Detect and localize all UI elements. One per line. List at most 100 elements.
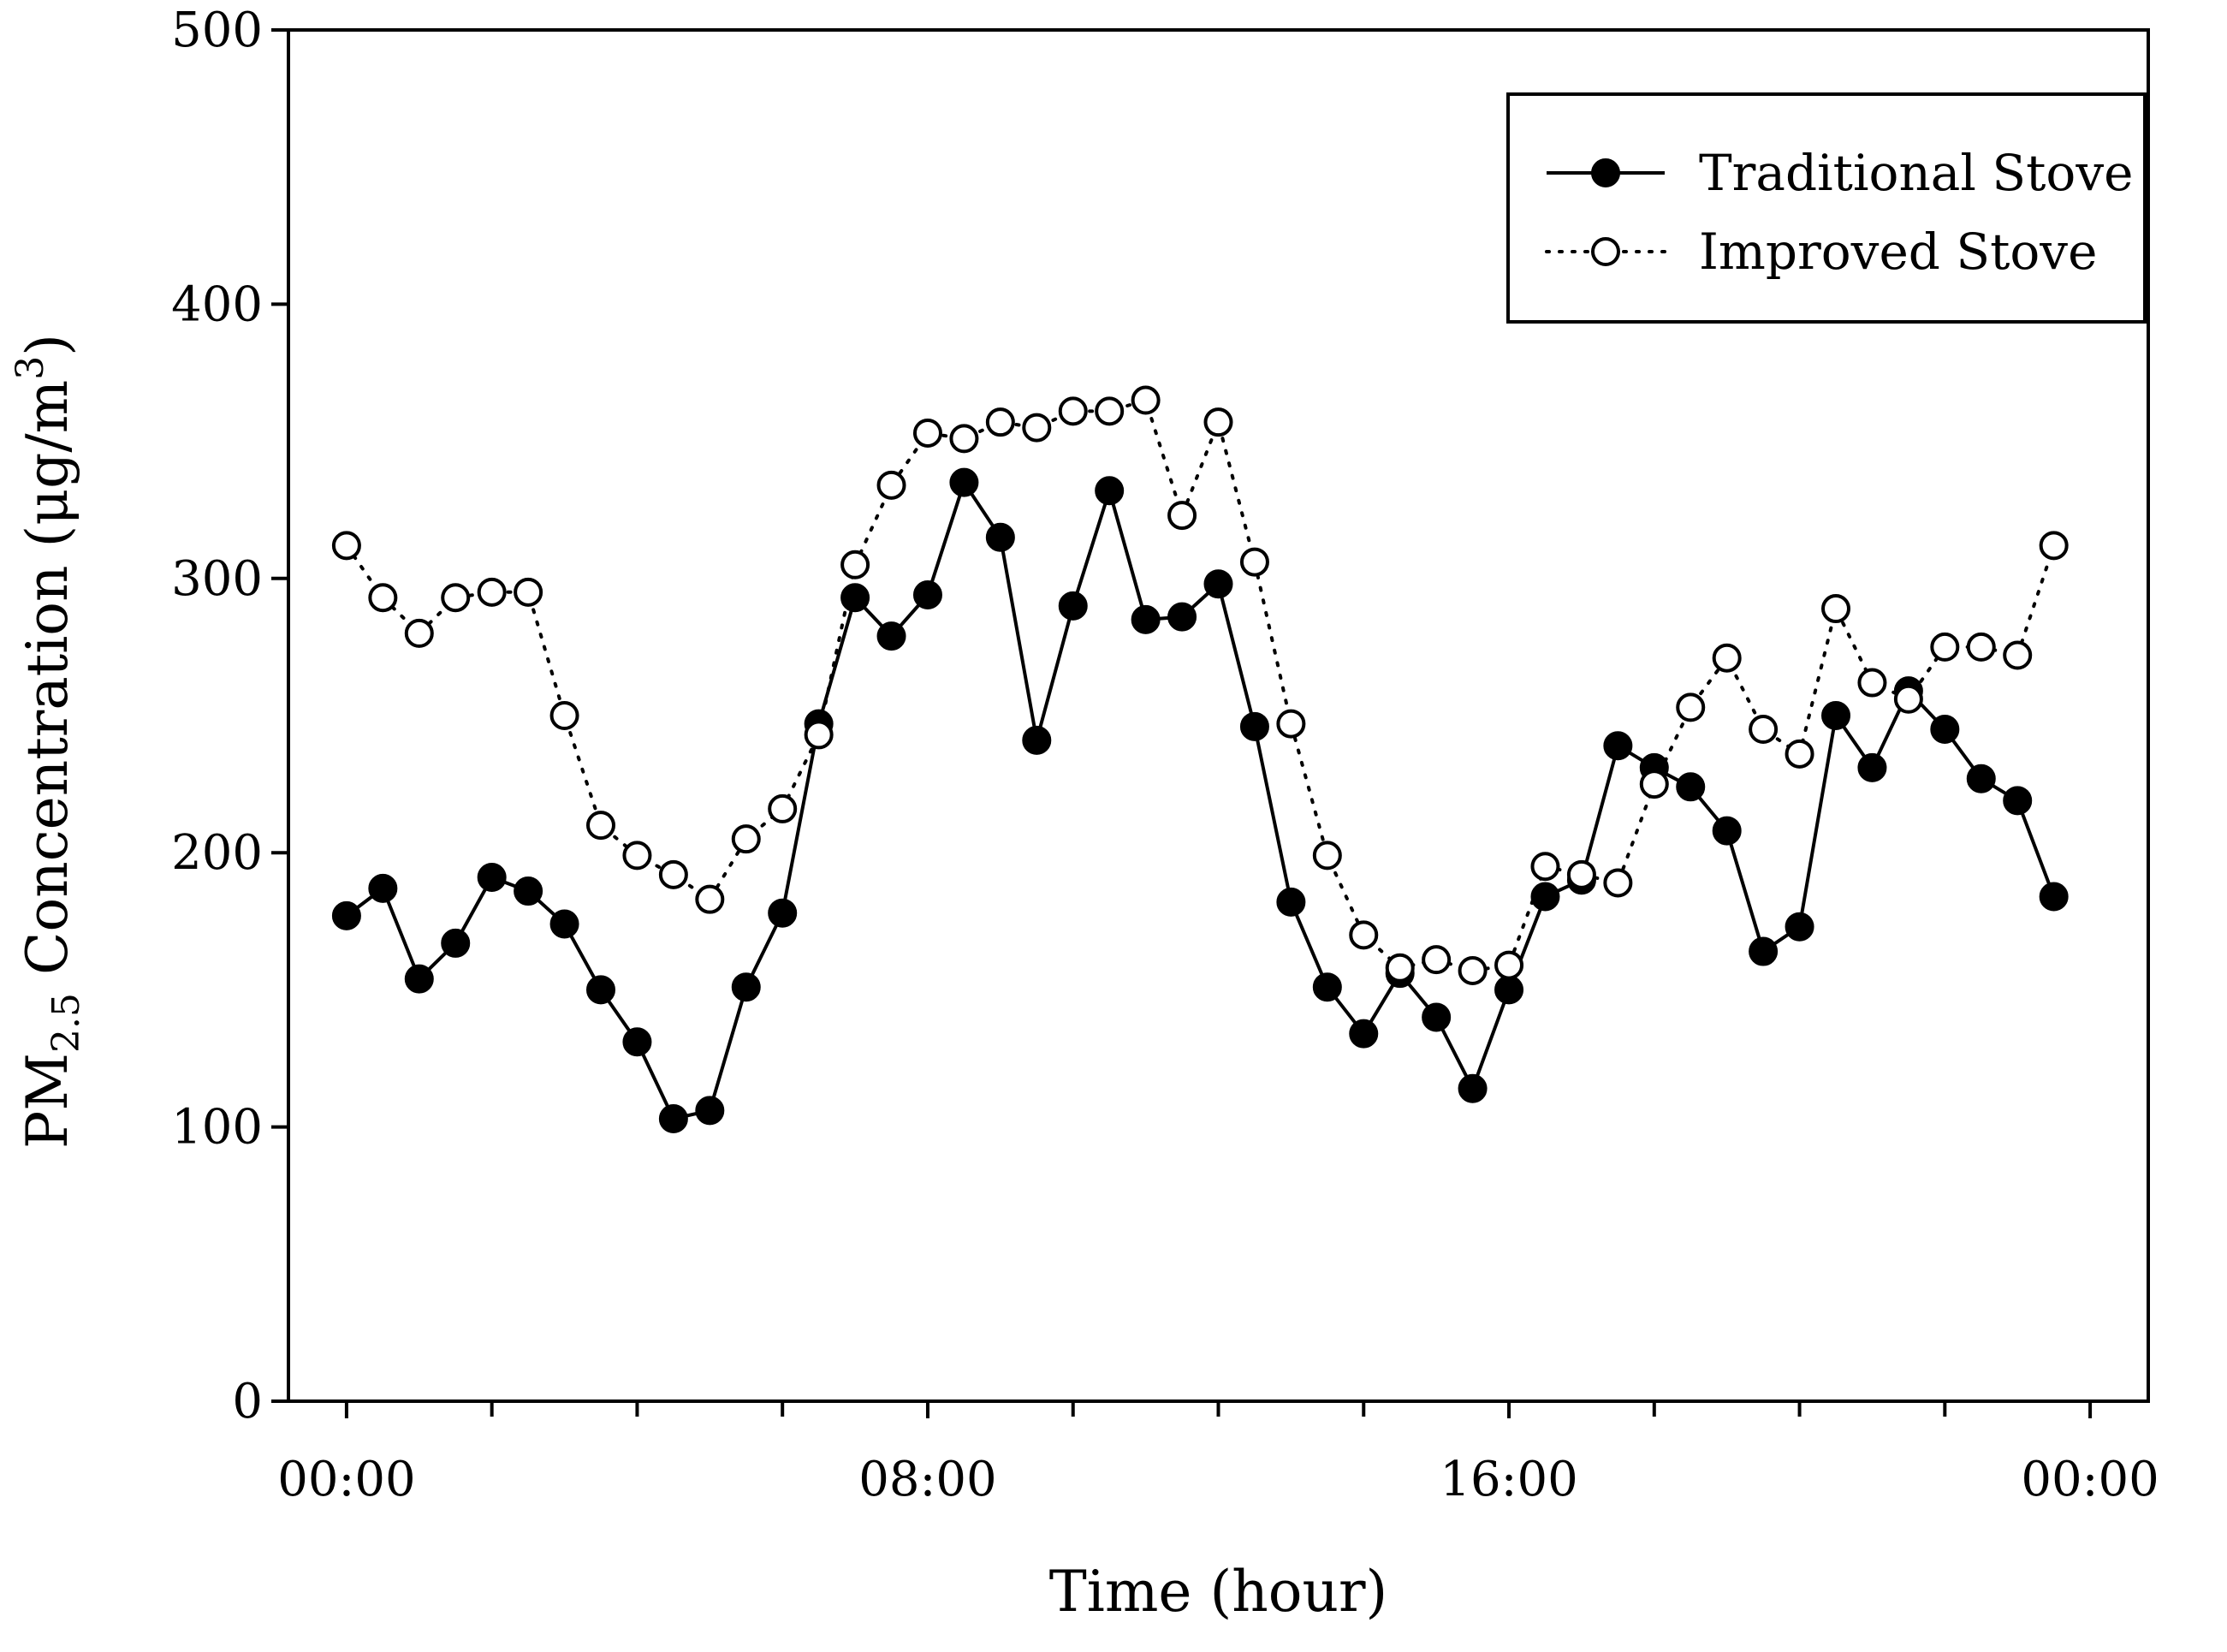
axis-ticks xyxy=(271,28,2093,1418)
data-point-improved-stove xyxy=(1749,715,1779,745)
data-point-improved-stove xyxy=(1095,396,1125,426)
data-point-improved-stove xyxy=(1603,868,1633,898)
data-point-traditional-stove xyxy=(441,928,471,958)
data-point-traditional-stove xyxy=(876,621,906,651)
data-point-improved-stove xyxy=(1530,852,1560,882)
series-line-traditional-stove xyxy=(345,480,2056,1120)
data-point-improved-stove xyxy=(731,824,761,854)
data-point-improved-stove xyxy=(622,841,652,871)
data-point-improved-stove xyxy=(1966,632,1996,662)
data-point-traditional-stove xyxy=(949,467,979,497)
data-point-improved-stove xyxy=(2039,531,2069,561)
data-point-improved-stove xyxy=(1930,632,1960,662)
plot-area-frame xyxy=(287,28,2150,1403)
y-axis-title-subscript: 2.5 xyxy=(45,993,88,1053)
data-point-improved-stove xyxy=(840,550,870,579)
data-point-traditional-stove xyxy=(1203,569,1233,599)
data-point-traditional-stove xyxy=(658,1103,688,1133)
data-point-improved-stove xyxy=(912,418,942,448)
data-point-improved-stove xyxy=(658,859,688,889)
data-point-traditional-stove xyxy=(731,972,761,1002)
y-axis-title-suffix: ) xyxy=(15,334,80,356)
data-point-traditional-stove xyxy=(985,522,1015,552)
x-axis-title: Time (hour) xyxy=(1049,1559,1388,1625)
data-point-traditional-stove xyxy=(1530,882,1560,912)
data-point-improved-stove xyxy=(1349,920,1379,950)
data-point-improved-stove xyxy=(1022,413,1052,443)
data-point-improved-stove xyxy=(768,793,798,823)
data-point-traditional-stove xyxy=(477,863,507,893)
data-point-traditional-stove xyxy=(1458,1073,1488,1103)
series-improved-stove xyxy=(331,385,2069,985)
data-point-improved-stove xyxy=(1676,692,1706,722)
data-point-traditional-stove xyxy=(1131,604,1161,634)
x-tick-label: 08:00 xyxy=(858,1452,996,1507)
data-point-improved-stove xyxy=(1131,385,1161,415)
data-point-traditional-stove xyxy=(1749,936,1779,966)
data-point-improved-stove xyxy=(1058,396,1088,426)
data-point-traditional-stove xyxy=(585,975,615,1005)
data-point-improved-stove xyxy=(1566,859,1596,889)
data-point-traditional-stove xyxy=(331,900,361,930)
data-point-traditional-stove xyxy=(1422,1002,1452,1032)
series-line-improved-stove xyxy=(344,398,2056,972)
data-point-traditional-stove xyxy=(1676,772,1706,802)
data-point-traditional-stove xyxy=(1821,701,1851,730)
data-point-improved-stove xyxy=(1422,945,1452,975)
data-point-traditional-stove xyxy=(1712,816,1742,846)
legend: Traditional Stove Improved Stove xyxy=(1506,92,2147,324)
data-point-improved-stove xyxy=(1494,950,1524,980)
x-tick-label: 00:00 xyxy=(2021,1452,2159,1507)
data-point-improved-stove xyxy=(695,884,725,914)
x-tick-label: 00:00 xyxy=(277,1452,415,1507)
data-point-traditional-stove xyxy=(2039,882,2069,912)
data-point-traditional-stove xyxy=(1785,912,1814,942)
data-point-improved-stove xyxy=(876,470,906,500)
data-point-improved-stove xyxy=(1203,407,1233,437)
data-point-traditional-stove xyxy=(1312,972,1342,1002)
legend-marker-traditional-stove xyxy=(1591,158,1620,187)
data-point-traditional-stove xyxy=(1095,476,1125,506)
y-axis-title-superscript: 3 xyxy=(9,356,52,380)
data-point-improved-stove xyxy=(2003,640,2033,670)
data-point-traditional-stove xyxy=(1167,602,1197,632)
x-tick-label: 16:00 xyxy=(1440,1452,1577,1507)
y-tick-label: 100 xyxy=(171,1100,263,1156)
y-axis-title: PM2.5 Concentration (μg/m3) xyxy=(9,334,88,1149)
data-point-traditional-stove xyxy=(840,583,870,613)
data-point-improved-stove xyxy=(1167,501,1197,531)
data-point-improved-stove xyxy=(331,531,361,561)
data-point-improved-stove xyxy=(1239,547,1269,577)
data-point-improved-stove xyxy=(1821,594,1851,624)
data-point-traditional-stove xyxy=(1276,887,1306,917)
data-point-improved-stove xyxy=(1458,955,1488,985)
data-point-traditional-stove xyxy=(514,877,543,906)
y-axis-title-middle: Concentration (μg/m xyxy=(15,380,80,993)
data-point-traditional-stove xyxy=(768,898,798,928)
data-point-traditional-stove xyxy=(549,909,579,939)
data-point-traditional-stove xyxy=(1494,975,1524,1005)
data-point-improved-stove xyxy=(1639,770,1669,799)
data-point-improved-stove xyxy=(1385,953,1415,983)
legend-box xyxy=(1506,92,2147,324)
data-point-improved-stove xyxy=(1712,643,1742,673)
y-tick-label: 400 xyxy=(171,276,263,332)
legend-marker-improved-stove xyxy=(1591,237,1620,266)
data-point-traditional-stove xyxy=(695,1096,725,1126)
data-point-traditional-stove xyxy=(1058,591,1088,621)
y-axis-title-prefix: PM xyxy=(15,1053,80,1149)
y-tick-label: 0 xyxy=(232,1374,263,1429)
data-point-improved-stove xyxy=(1785,739,1814,769)
data-point-improved-stove xyxy=(549,701,579,730)
data-point-improved-stove xyxy=(1276,709,1306,739)
data-point-traditional-stove xyxy=(1239,711,1269,741)
y-tick-label: 200 xyxy=(171,825,263,881)
data-point-improved-stove xyxy=(1857,668,1887,698)
data-point-traditional-stove xyxy=(2003,786,2033,816)
series-traditional-stove xyxy=(331,467,2069,1133)
data-point-traditional-stove xyxy=(1022,725,1052,755)
data-point-improved-stove xyxy=(441,583,471,613)
data-point-improved-stove xyxy=(477,577,507,607)
data-point-improved-stove xyxy=(585,811,615,841)
